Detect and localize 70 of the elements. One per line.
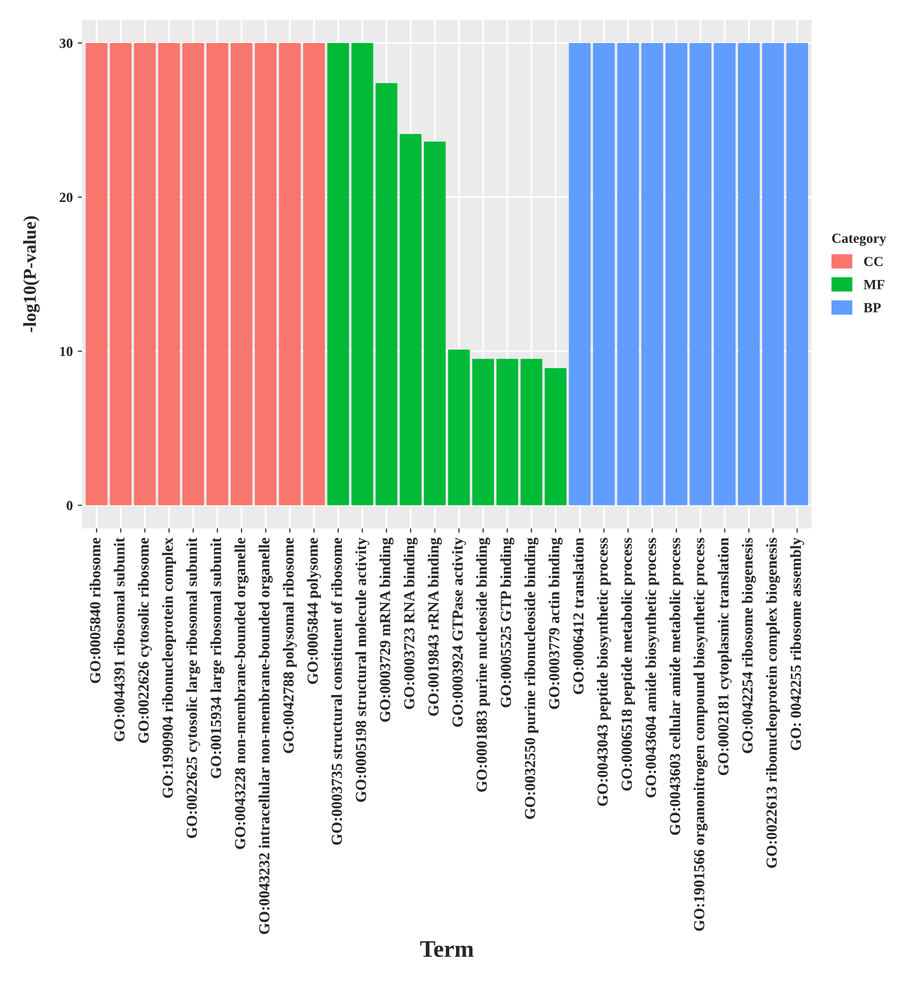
bar <box>666 43 688 506</box>
x-tick-label: GO:0015934 large ribosomal subunit <box>210 538 224 778</box>
x-tick-label: GO:0043232 intracellular non-membrane-bounded organelle <box>258 538 273 934</box>
bar <box>182 43 204 506</box>
bar <box>376 83 398 506</box>
bar <box>134 43 156 506</box>
bar <box>254 43 277 506</box>
legend-title: Category <box>832 234 886 246</box>
y-tick-label: 20 <box>60 192 73 202</box>
bar <box>327 43 350 506</box>
x-tick-label: GO:0043604 amide biosynthetic process <box>645 538 660 798</box>
legend-label: CC <box>864 256 882 266</box>
x-tick-label: GO:0005840 ribosome <box>90 538 100 684</box>
bar <box>86 43 108 506</box>
x-tick-label: GO:0005198 structural molecule activity <box>355 538 370 802</box>
x-tick-label: GO:0005844 polysome <box>307 538 321 684</box>
x-tick-label: GO:0001883 purine nucleoside binding <box>476 538 490 792</box>
bar <box>690 43 712 506</box>
legend-label: BP <box>864 303 881 312</box>
x-tick-label: GO:0042254 ribosome biogenesis <box>742 538 756 754</box>
x-tick-label: GO:0043228 non-membrane-bounded organelle <box>234 538 249 850</box>
bar <box>303 43 325 506</box>
x-tick-label: GO:0022625 cytosolic large ribosomal subunit <box>186 538 200 838</box>
y-axis-title: -log10(P-value) <box>23 216 40 332</box>
x-tick-label: GO:0006412 translation <box>572 538 584 694</box>
x-tick-label: GO:0032550 purine ribonucleoside binding <box>524 538 538 819</box>
bar <box>110 43 132 506</box>
x-tick-label: GO:0005525 GTP binding <box>500 538 514 708</box>
bar <box>400 134 422 506</box>
x-tick-label: GO:0002181 cytoplasmic translation <box>718 538 732 776</box>
x-tick-label: GO:0022626 cytosolic ribosome <box>138 538 152 743</box>
x-tick-label: GO:0003779 actin binding <box>548 538 563 710</box>
bar <box>568 43 591 506</box>
bar <box>158 43 180 506</box>
bar <box>738 43 760 506</box>
x-axis-title: Term <box>420 941 474 957</box>
bar <box>641 43 664 506</box>
bar <box>278 43 301 506</box>
x-tick-label: GO:1901566 organonitrogen compound biosynthetic process <box>694 538 708 931</box>
x-tick-label: GO:0042788 polysomal ribosome <box>282 538 297 754</box>
x-tick-label: GO:0003723 RNA binding <box>404 538 418 710</box>
bar <box>496 358 518 506</box>
y-tick-label: 30 <box>60 38 73 48</box>
x-tick-label: GO: 0042255 ribosome assembly <box>790 538 804 750</box>
x-tick-label: GO:0043603 cellular amide metabolic process <box>669 538 684 835</box>
x-tick-label: GO:0044391 ribosomal subunit <box>114 538 125 742</box>
x-tick-label: GO:0006518 peptide metabolic process <box>621 538 635 791</box>
legend-label: MF <box>864 280 884 290</box>
x-tick-label: GO:0003735 structural constituent of ribosome <box>331 538 342 845</box>
bar <box>230 43 252 506</box>
x-tick-label: GO:0003924 GTPase activity <box>452 538 466 727</box>
bar <box>351 43 374 506</box>
bar <box>472 358 494 506</box>
bar <box>714 43 736 506</box>
bar <box>762 43 784 506</box>
bar <box>448 350 470 506</box>
bar <box>786 43 808 506</box>
bar <box>617 43 639 506</box>
bar <box>544 368 566 506</box>
bar <box>206 43 228 506</box>
x-tick-label: GO:0019843 rRNA binding <box>428 538 442 716</box>
x-tick-label: GO:0043043 peptide biosynthetic process <box>596 538 611 806</box>
x-tick-label: GO:0003729 mRNA binding <box>379 538 394 722</box>
x-tick-label: GO:1990904 ribonucleoprotein complex <box>162 538 176 798</box>
bar <box>593 43 615 506</box>
y-tick-label: 10 <box>60 346 73 356</box>
bar <box>424 142 446 506</box>
x-tick-label: GO:0022613 ribonucleoprotein complex biogenesis <box>766 538 780 868</box>
y-tick-label: 0 <box>66 500 73 510</box>
bar <box>520 358 542 506</box>
